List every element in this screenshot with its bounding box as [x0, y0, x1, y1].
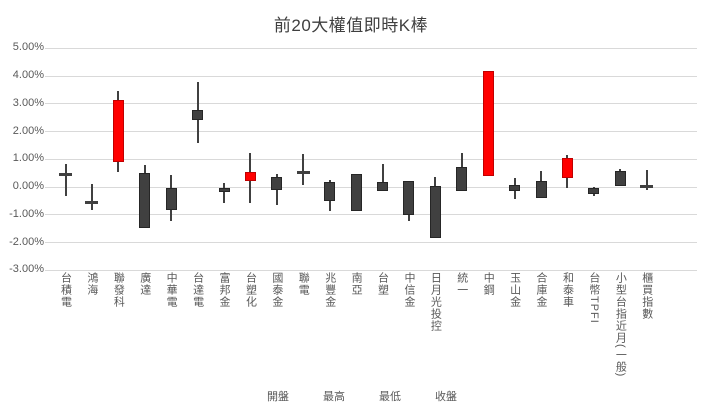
candle-body	[59, 173, 72, 176]
candle-body	[350, 173, 362, 212]
candle-body	[218, 187, 230, 193]
candle-body	[377, 181, 389, 192]
legend-item-high: 最高	[323, 391, 345, 403]
x-axis-label: 中鋼	[482, 272, 495, 296]
y-axis-tick	[45, 75, 52, 77]
y-axis-label: 0.00%	[12, 180, 44, 192]
y-axis-label: 2.00%	[12, 124, 44, 137]
legend: 開盤 最高 最低 收盤	[0, 388, 702, 404]
y-axis-label: 1.00%	[12, 152, 44, 165]
x-axis-label: 中華電	[165, 272, 178, 308]
x-axis-label: 兆豐金	[323, 272, 336, 308]
candle-wick	[645, 169, 648, 190]
x-axis-label: 小型台指近月(一般)	[614, 272, 627, 378]
gridline	[52, 47, 697, 49]
y-axis-label: -1.00%	[9, 207, 44, 220]
x-axis-label: 日月光投控	[429, 272, 442, 332]
gridline	[52, 75, 697, 77]
x-axis-label: 台塑	[376, 272, 389, 296]
y-axis-label: -3.00%	[9, 263, 44, 276]
x-axis-label: 國泰金	[270, 272, 283, 308]
x-axis-label: 聯發科	[112, 272, 125, 308]
candle-body	[403, 180, 415, 215]
candle-body	[85, 201, 99, 204]
gridline	[52, 186, 697, 188]
x-axis-label: 合庫金	[535, 272, 548, 308]
legend-item-close: 收盤	[435, 391, 457, 403]
x-axis-label: 台幣TPFI	[587, 272, 600, 324]
x-axis-label: 鴻海	[85, 272, 98, 296]
gridline	[52, 131, 697, 132]
candle-body	[429, 185, 441, 239]
x-axis-label: 櫃買指數	[640, 272, 653, 320]
x-axis-label: 台積電	[59, 272, 72, 308]
candle-body	[296, 171, 310, 174]
candle-body	[535, 180, 547, 199]
candle-wick	[223, 182, 226, 203]
legend-item-open: 開盤	[267, 391, 289, 403]
gridline	[52, 214, 697, 216]
candle-body	[139, 173, 151, 229]
y-axis-tick	[45, 103, 52, 105]
candle-wick	[302, 153, 305, 185]
candle-body	[561, 157, 573, 179]
y-axis-tick	[45, 158, 52, 160]
candle-body	[271, 176, 283, 190]
legend-item-low: 最低	[379, 391, 401, 403]
candle-body	[456, 167, 468, 192]
y-axis-tick	[45, 47, 52, 49]
x-axis-label: 富邦金	[218, 272, 231, 308]
candle-body	[112, 99, 124, 162]
candle-body	[614, 171, 626, 187]
y-axis-label: 5.00%	[12, 41, 44, 54]
gridline	[52, 242, 697, 243]
candle-body	[482, 71, 494, 176]
candle-body	[588, 188, 600, 194]
chart-title: 前20大權值即時K棒	[273, 16, 429, 35]
y-axis-tick	[45, 214, 52, 216]
y-axis-tick	[45, 186, 52, 188]
y-axis-tick	[45, 269, 52, 271]
gridline	[52, 158, 697, 160]
y-axis-label: 4.00%	[12, 69, 44, 81]
y-axis-label: 3.00%	[12, 96, 44, 109]
x-axis-label: 和泰車	[561, 272, 574, 308]
gridline	[52, 103, 697, 105]
x-axis-label: 玉山金	[508, 272, 521, 308]
candle-body	[244, 171, 256, 182]
candle-body	[192, 109, 204, 120]
candle-body	[324, 181, 336, 202]
x-axis-label: 南亞	[350, 272, 363, 296]
x-axis-label: 台達電	[191, 272, 204, 308]
candle-wick	[64, 164, 67, 197]
x-axis-label: 聯電	[297, 272, 310, 296]
candle-wick	[90, 183, 93, 211]
x-axis-label: 台塑化	[244, 272, 257, 308]
y-axis-tick	[45, 242, 52, 243]
y-axis-label: -2.00%	[9, 235, 44, 248]
candle-wick	[381, 164, 384, 192]
gridline	[52, 269, 697, 271]
x-axis-label: 統一	[455, 272, 468, 296]
y-axis-tick	[45, 131, 52, 132]
candle-body	[640, 185, 654, 188]
x-axis-label: 廣達	[138, 272, 151, 296]
candle-body	[509, 184, 521, 191]
x-axis-label: 中信金	[402, 272, 415, 308]
candle-body	[165, 187, 177, 210]
